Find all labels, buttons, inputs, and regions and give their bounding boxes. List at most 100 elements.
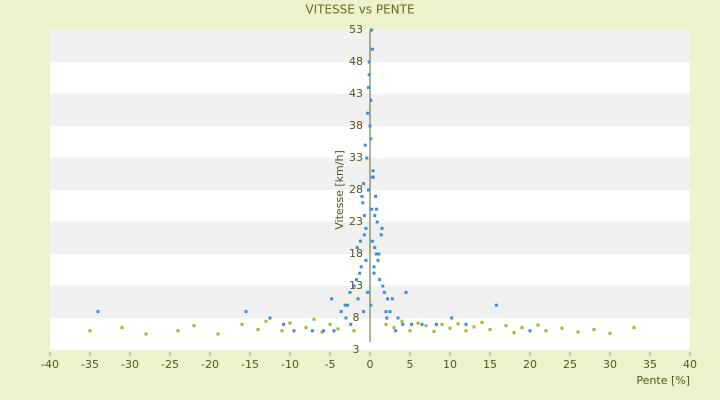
point	[544, 329, 548, 333]
x-tick-label: -30	[121, 358, 139, 371]
point	[330, 297, 334, 301]
point	[374, 252, 378, 256]
point	[400, 319, 404, 323]
point	[420, 322, 424, 326]
point	[370, 175, 374, 179]
x-tick-label: -25	[161, 358, 179, 371]
point	[372, 265, 376, 269]
point	[384, 310, 388, 314]
point	[364, 226, 368, 230]
y-tick-label: 23	[349, 215, 363, 228]
point	[312, 317, 316, 321]
point	[366, 290, 370, 294]
point	[356, 297, 360, 301]
point	[392, 326, 396, 330]
point	[361, 201, 365, 205]
y-tick-label: 48	[349, 55, 363, 68]
point	[370, 47, 374, 51]
point	[358, 239, 362, 243]
point	[520, 326, 524, 330]
point	[380, 226, 384, 230]
x-axis-label: Pente [%]	[636, 374, 690, 387]
point	[472, 325, 476, 329]
y-tick-label: 53	[349, 23, 363, 36]
point	[386, 297, 390, 301]
x-tick-label: -5	[325, 358, 336, 371]
point	[372, 271, 376, 275]
point	[359, 265, 363, 269]
y-tick-label: 13	[349, 279, 363, 292]
chart-title: VITESSE vs PENTE	[305, 3, 414, 17]
point	[464, 329, 468, 333]
point	[320, 330, 324, 334]
point	[244, 310, 248, 314]
x-tick-label: 15	[483, 358, 497, 371]
point	[96, 310, 100, 314]
point	[304, 326, 308, 330]
point	[362, 182, 366, 186]
point	[432, 329, 436, 333]
point	[373, 246, 377, 250]
point	[332, 329, 336, 333]
y-axis-label: Vitesse [km/h]	[333, 150, 346, 230]
point	[384, 322, 388, 326]
point	[632, 326, 636, 330]
point	[264, 319, 268, 323]
point	[367, 60, 371, 64]
point	[176, 329, 180, 333]
point	[336, 327, 340, 331]
point	[424, 324, 428, 328]
point	[592, 328, 596, 332]
point	[358, 271, 362, 275]
point	[381, 284, 385, 288]
x-tick-label: 10	[443, 358, 457, 371]
point	[390, 297, 394, 301]
x-tick-label: 25	[563, 358, 577, 371]
points	[88, 28, 636, 336]
point	[280, 329, 284, 333]
x-tick-label: 0	[367, 358, 374, 371]
point	[396, 316, 400, 320]
point	[369, 303, 373, 307]
point	[120, 326, 124, 330]
point	[434, 322, 438, 326]
point	[370, 28, 374, 32]
point	[377, 252, 381, 256]
point	[216, 332, 220, 336]
point	[408, 329, 412, 333]
point	[385, 316, 389, 320]
x-tick-label: -20	[201, 358, 219, 371]
point	[352, 284, 356, 288]
point	[374, 194, 378, 198]
point	[608, 331, 612, 335]
point	[343, 303, 347, 307]
x-tick-label: -10	[281, 358, 299, 371]
point	[328, 322, 332, 326]
y-tick-label: 18	[349, 247, 363, 260]
point	[440, 322, 444, 326]
point	[528, 329, 532, 333]
point	[292, 329, 296, 333]
point	[369, 137, 373, 141]
point	[373, 214, 377, 218]
point	[401, 322, 405, 326]
point	[355, 246, 359, 250]
point	[282, 322, 286, 326]
point	[354, 278, 358, 282]
point	[378, 278, 382, 282]
point	[88, 329, 92, 333]
point	[256, 328, 260, 332]
point	[560, 326, 564, 330]
point	[352, 329, 356, 333]
point	[416, 321, 420, 325]
point	[388, 310, 392, 314]
point	[374, 207, 378, 211]
point	[349, 322, 353, 326]
point	[366, 188, 370, 192]
point	[576, 330, 580, 334]
point	[464, 322, 468, 326]
x-tick-label: -35	[81, 358, 99, 371]
point	[404, 290, 408, 294]
